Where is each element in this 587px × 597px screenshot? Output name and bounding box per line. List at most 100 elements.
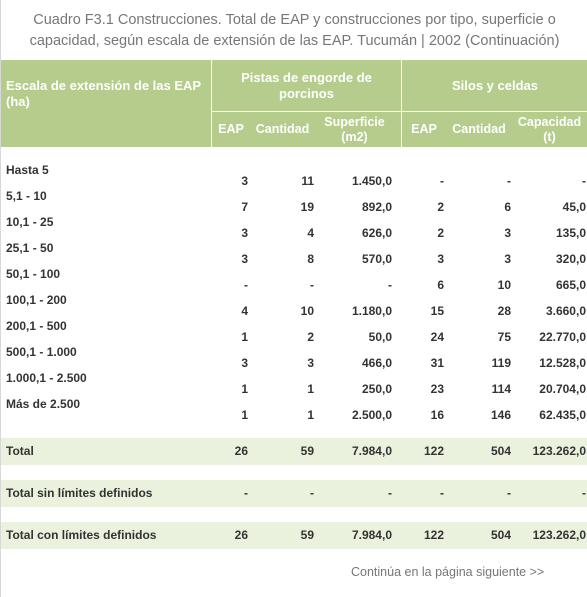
row-label: 100,1 - 200 xyxy=(6,293,67,307)
footer-link[interactable]: Continúa en la página siguiente >> xyxy=(351,565,545,579)
column-header: EAP xyxy=(211,112,250,147)
cell-value: 466,0 xyxy=(361,356,392,370)
total-band xyxy=(1,480,587,507)
cell-value: - xyxy=(440,486,444,500)
cell-value: - xyxy=(310,278,314,292)
row-label: 200,1 - 500 xyxy=(6,319,67,333)
cell-value: 59 xyxy=(300,444,314,458)
cell-value: 3 xyxy=(504,252,511,266)
cell-value: 1 xyxy=(307,408,314,422)
row-label: Hasta 5 xyxy=(6,163,49,177)
row-label: Total con límites definidos xyxy=(6,528,157,542)
cell-value: 123.262,0 xyxy=(532,528,586,542)
cell-value: - xyxy=(507,174,511,188)
cell-value: 2 xyxy=(307,330,314,344)
cell-value: 3 xyxy=(437,252,444,266)
cell-value: 2 xyxy=(437,200,444,214)
cell-value: 570,0 xyxy=(361,252,392,266)
row-label: Total xyxy=(6,444,34,458)
row-label: 50,1 - 100 xyxy=(6,267,61,281)
column-header: Cantidad xyxy=(255,122,310,136)
cell-value: 6 xyxy=(504,200,511,214)
group-header: Silos y celdas xyxy=(401,60,587,112)
row-label: 5,1 - 10 xyxy=(6,189,47,203)
row-label: 25,1 - 50 xyxy=(6,241,54,255)
cell-value: 7.984,0 xyxy=(351,528,392,542)
cell-value: 135,0 xyxy=(555,226,586,240)
row-label: Total sin límites definidos xyxy=(6,486,153,500)
cell-value: 59 xyxy=(300,528,314,542)
header-background xyxy=(1,60,587,147)
cell-value: 1.180,0 xyxy=(351,304,392,318)
cell-value: 504 xyxy=(490,528,511,542)
cell-value: 1.450,0 xyxy=(351,174,392,188)
cell-value: 19 xyxy=(300,200,314,214)
cell-value: - xyxy=(388,278,392,292)
cell-value: - xyxy=(440,174,444,188)
cell-value: 4 xyxy=(307,226,314,240)
cell-value: 3 xyxy=(241,356,248,370)
cell-value: 28 xyxy=(497,304,511,318)
cell-value: 122 xyxy=(423,444,444,458)
column-header: Capacidad (t) xyxy=(517,114,582,144)
cell-value: 20.704,0 xyxy=(539,382,586,396)
cell-value: 2 xyxy=(437,226,444,240)
cell-value: - xyxy=(582,174,586,188)
cell-value: 10 xyxy=(300,304,314,318)
cell-value: 3 xyxy=(307,356,314,370)
cell-value: 146 xyxy=(490,408,511,422)
cell-value: 26 xyxy=(234,528,248,542)
total-band xyxy=(1,522,587,549)
cell-value: 26 xyxy=(234,444,248,458)
cell-value: 50,0 xyxy=(368,330,392,344)
cell-value: 16 xyxy=(430,408,444,422)
group-header: Pistas de engorde de porcinos xyxy=(211,60,401,112)
cell-value: 3 xyxy=(241,252,248,266)
cell-value: 665,0 xyxy=(555,278,586,292)
cell-value: 6 xyxy=(437,278,444,292)
cell-value: - xyxy=(507,486,511,500)
total-band xyxy=(1,438,587,465)
cell-value: 122 xyxy=(423,528,444,542)
cell-value: 62.435,0 xyxy=(539,408,586,422)
row-label: 500,1 - 1.000 xyxy=(6,345,77,359)
cell-value: 250,0 xyxy=(361,382,392,396)
cell-value: 10 xyxy=(497,278,511,292)
cell-value: 892,0 xyxy=(361,200,392,214)
cell-value: 1 xyxy=(241,408,248,422)
cell-value: 3.660,0 xyxy=(545,304,586,318)
cell-value: 626,0 xyxy=(361,226,392,240)
cell-value: 7.984,0 xyxy=(351,444,392,458)
cell-value: 114 xyxy=(491,382,511,396)
cell-value: - xyxy=(582,486,586,500)
cell-value: 7 xyxy=(241,200,248,214)
cell-value: 3 xyxy=(241,174,248,188)
cell-value: 45,0 xyxy=(562,200,586,214)
cell-value: - xyxy=(244,486,248,500)
title: Cuadro F3.1 Construcciones. Total de EAP… xyxy=(29,12,560,49)
cell-value: 3 xyxy=(504,226,511,240)
column-header: Cantidad xyxy=(452,122,506,136)
cell-value: 123.262,0 xyxy=(532,444,586,458)
cell-value: 4 xyxy=(241,304,248,318)
cell-value: 3 xyxy=(241,226,248,240)
cell-value: 8 xyxy=(307,252,314,266)
cell-value: - xyxy=(244,278,248,292)
row-label: Más de 2.500 xyxy=(6,397,81,411)
cell-value: 119 xyxy=(491,356,511,370)
cell-value: 15 xyxy=(430,304,444,318)
cell-value: 1 xyxy=(241,382,248,396)
cell-value: 24 xyxy=(430,330,444,344)
row-label: 1.000,1 - 2.500 xyxy=(6,371,87,385)
cell-value: - xyxy=(388,486,392,500)
cell-value: 1 xyxy=(241,330,248,344)
cell-value: 504 xyxy=(490,444,511,458)
cell-value: 22.770,0 xyxy=(539,330,586,344)
column-header: EAP xyxy=(401,112,446,147)
cell-value: 320,0 xyxy=(555,252,586,266)
cell-value: 31 xyxy=(430,356,444,370)
column-header: Superficie (m2) xyxy=(324,114,385,144)
row-label-header: Escala de extensión de las EAP (ha) xyxy=(6,77,201,109)
cell-value: 23 xyxy=(430,382,444,396)
